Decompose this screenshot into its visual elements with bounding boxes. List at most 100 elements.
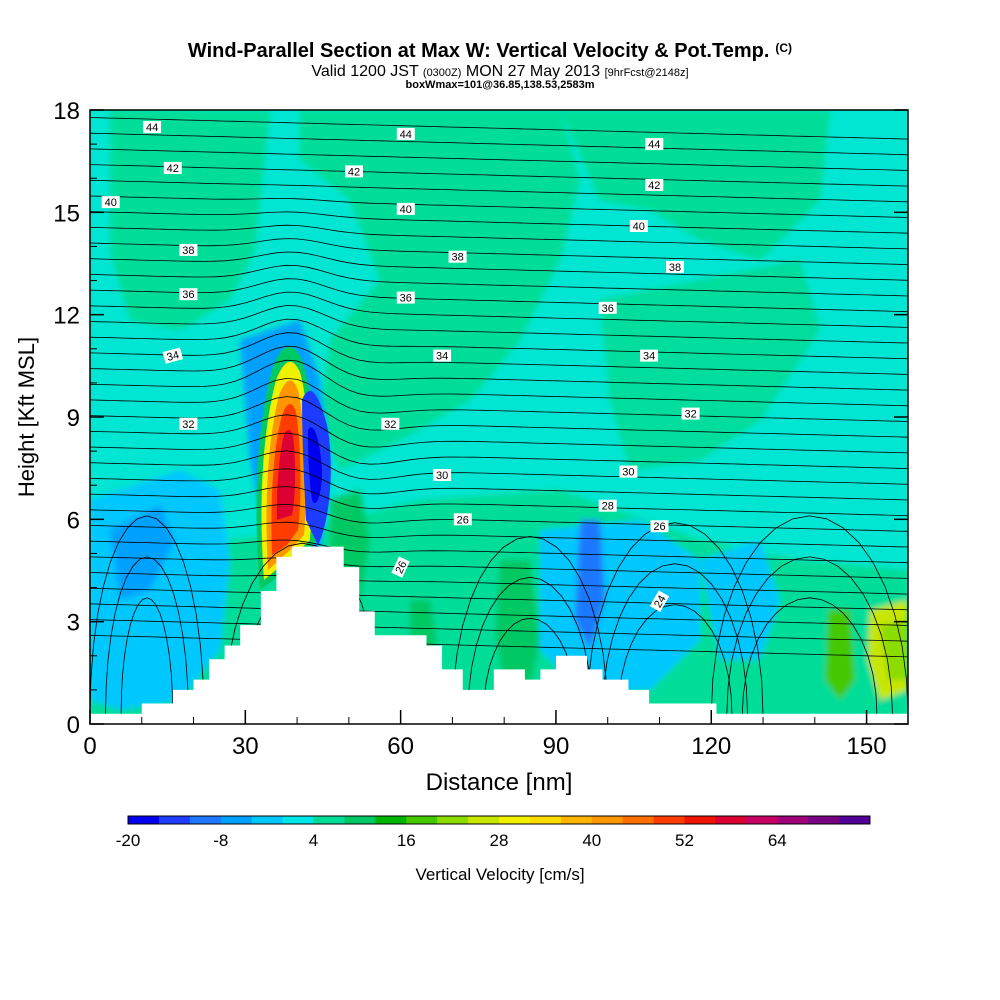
colorbar-tick-label: 16 [397,831,416,850]
x-tick-label: 0 [83,733,96,760]
colorbar-frame [127,815,871,825]
colorbar-swatch [715,816,747,824]
isentrope-label: 36 [598,301,617,315]
vv-area-green-lower-2 [495,560,540,690]
isentrope-label-text: 42 [648,180,660,192]
isentrope-line [90,377,908,422]
isentrope-label: 26 [391,556,410,578]
terrain [90,546,908,724]
isentrope-label-box [345,165,363,178]
isentrope-label-text: 26 [653,521,665,533]
isentrope-line [90,117,908,140]
y-tick-label: 15 [53,200,80,227]
isentrope-line [90,634,908,658]
isentrope-label: 26 [650,520,669,533]
isentrope-label-text: 30 [622,467,634,479]
isentrope-line [90,619,908,642]
vv-area-upper-mid [300,110,580,470]
colorbar-swatch [468,816,500,824]
isentrope-label: 38 [448,250,467,264]
isentrope-label-box [619,465,638,478]
isentrope-label-text: 24 [652,593,669,610]
colorbar-tick-label: 64 [768,831,787,850]
isentrope-line [90,179,908,203]
chart-title: Wind-Parallel Section at Max W: Vertical… [188,40,792,62]
x-tick-label: 150 [847,733,887,760]
isentrope-line [90,450,908,485]
isentrope-line [90,587,908,611]
isentrope-line [90,238,908,265]
isentrope-label: 40 [629,220,648,233]
isentrope-lines [90,117,908,714]
downdraft-blue-deep [308,427,322,504]
isentrope-label-text: 26 [393,559,409,575]
isentrope-line [90,278,908,313]
isentrope-label-text: 44 [146,122,158,134]
colorbar-tick-label: 28 [490,831,509,850]
y-tick-label: 3 [67,610,80,637]
isentrope-label-box [649,590,670,612]
isentrope-label: 42 [163,162,182,175]
colorbar-swatch [344,816,376,824]
isentrope-label-text: 42 [348,166,360,178]
isentrope-label-box [381,417,400,430]
colorbar-swatch [746,816,778,824]
y-tick-label: 9 [67,405,80,432]
isentrope-label-box [433,349,452,362]
vv-area-left-blue-2 [110,505,175,600]
isentrope-label-text: 34 [436,351,448,363]
isentrope-label-box [433,469,452,481]
isentrope-label-text: 38 [669,262,681,274]
isentrope-line [90,318,908,360]
colorbar-swatch [622,816,654,824]
isentrope-line [90,264,908,297]
isentrope-line [90,164,908,187]
isentrope-label: 32 [681,407,700,421]
colorbar-tick-label: 40 [582,831,601,850]
isentrope-label: 38 [666,260,684,274]
isentrope-line [741,597,878,714]
colorbar-swatch [158,816,191,824]
isentrope-line [90,148,908,171]
isentrope-line [710,515,908,714]
isentrope-label: 44 [396,127,415,141]
isentrope-label: 36 [179,288,198,301]
isentrope-label-text: 44 [400,129,412,141]
vv-area-mid-right [600,260,820,470]
colorbar-label: Vertical Velocity [cm/s] [415,865,584,884]
isentrope-label-text: 40 [633,221,645,233]
x-tick-label: 30 [232,733,259,760]
isentrope-label: 40 [396,202,415,216]
isentrope-label-box [453,513,472,526]
vv-area-greenyellow-right-2 [880,620,908,680]
isentrope-label-box [645,138,664,151]
isentrope-label: 30 [433,469,452,482]
colorbar-swatch [591,816,624,824]
isentrope-label-text: 34 [643,351,655,363]
isentrope-label-text: 28 [602,501,614,513]
isentrope-line [726,556,893,714]
isentrope-label-text: 38 [451,252,463,264]
vv-area-far-right-blue [700,540,780,660]
isentrope-label: 34 [162,347,184,364]
isentrope-label-box [143,121,162,134]
isentrope-line [90,345,908,391]
isentrope-label: 44 [143,121,162,134]
isentrope-label: 28 [598,499,617,513]
colorbar-swatch [375,816,407,824]
isentrope-line [90,414,908,454]
colorbar-tick-label: -8 [213,831,228,850]
isentrope-label: 40 [101,196,120,209]
colorbar-swatch [839,816,871,824]
x-axis: 0 30 60 90 120 150 [83,710,887,760]
isentrope-label: 32 [381,417,400,431]
isentrope-label: 44 [645,138,664,151]
colorbar-swatch [560,816,593,824]
x-tick-label: 60 [387,733,414,760]
colorbar-swatch [777,816,809,824]
isentrope-label-box [162,347,184,364]
isentrope-line [90,432,908,469]
isentrope-label: 42 [345,165,363,178]
isentrope-label: 24 [649,590,670,612]
